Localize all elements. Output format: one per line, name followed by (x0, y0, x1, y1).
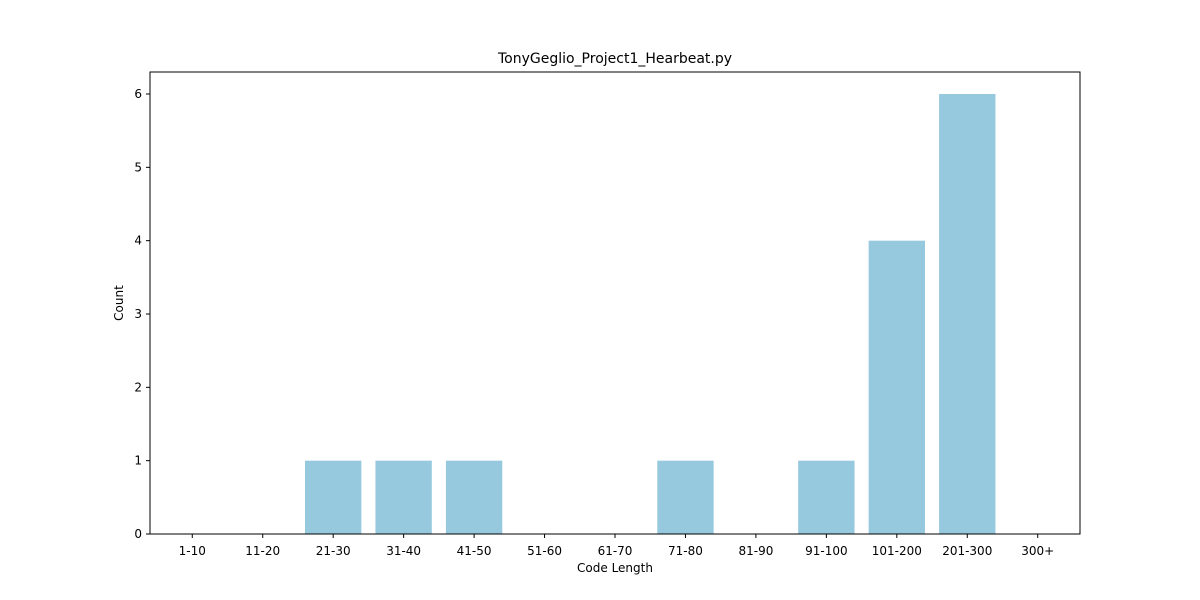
y-tick-label: 6 (134, 87, 142, 101)
bar-201-300 (939, 94, 996, 534)
y-tick-label: 3 (134, 307, 142, 321)
x-tick-label: 61-70 (598, 544, 633, 558)
x-tick-label: 11-20 (245, 544, 280, 558)
x-axis: 1-10 11-20 21-30 31-40 41-50 51-60 61-70 71-80 8… (179, 534, 1054, 558)
y-tick-label: 1 (134, 454, 142, 468)
x-tick-label: 31-40 (386, 544, 421, 558)
y-tick-label: 5 (134, 160, 142, 174)
x-tick-label: 201-300 (942, 544, 992, 558)
x-tick-label: 91-100 (805, 544, 848, 558)
x-tick-label: 300+ (1021, 544, 1054, 558)
x-tick-label: 71-80 (668, 544, 703, 558)
bars-group (305, 94, 996, 535)
y-axis-label: Count (112, 285, 126, 321)
y-tick-label: 2 (134, 380, 142, 394)
bar-91-100 (798, 460, 855, 534)
x-tick-label: 1-10 (179, 544, 206, 558)
y-tick-label: 4 (134, 234, 142, 248)
y-tick-label: 0 (134, 527, 142, 541)
x-tick-label: 21-30 (316, 544, 351, 558)
bar-71-80 (657, 460, 714, 534)
x-axis-label: Code Length (577, 561, 653, 575)
x-tick-label: 51-60 (527, 544, 562, 558)
bar-31-40 (375, 460, 432, 534)
y-axis: 0 1 2 3 4 5 6 (134, 87, 150, 541)
bar-101-200 (868, 240, 925, 535)
chart-title: TonyGeglio_Project1_Hearbeat.py (497, 51, 732, 67)
x-tick-label: 101-200 (872, 544, 922, 558)
x-tick-label: 81-90 (738, 544, 773, 558)
bar-21-30 (305, 460, 362, 534)
bar-41-50 (445, 460, 503, 534)
x-tick-label: 41-50 (457, 544, 492, 558)
